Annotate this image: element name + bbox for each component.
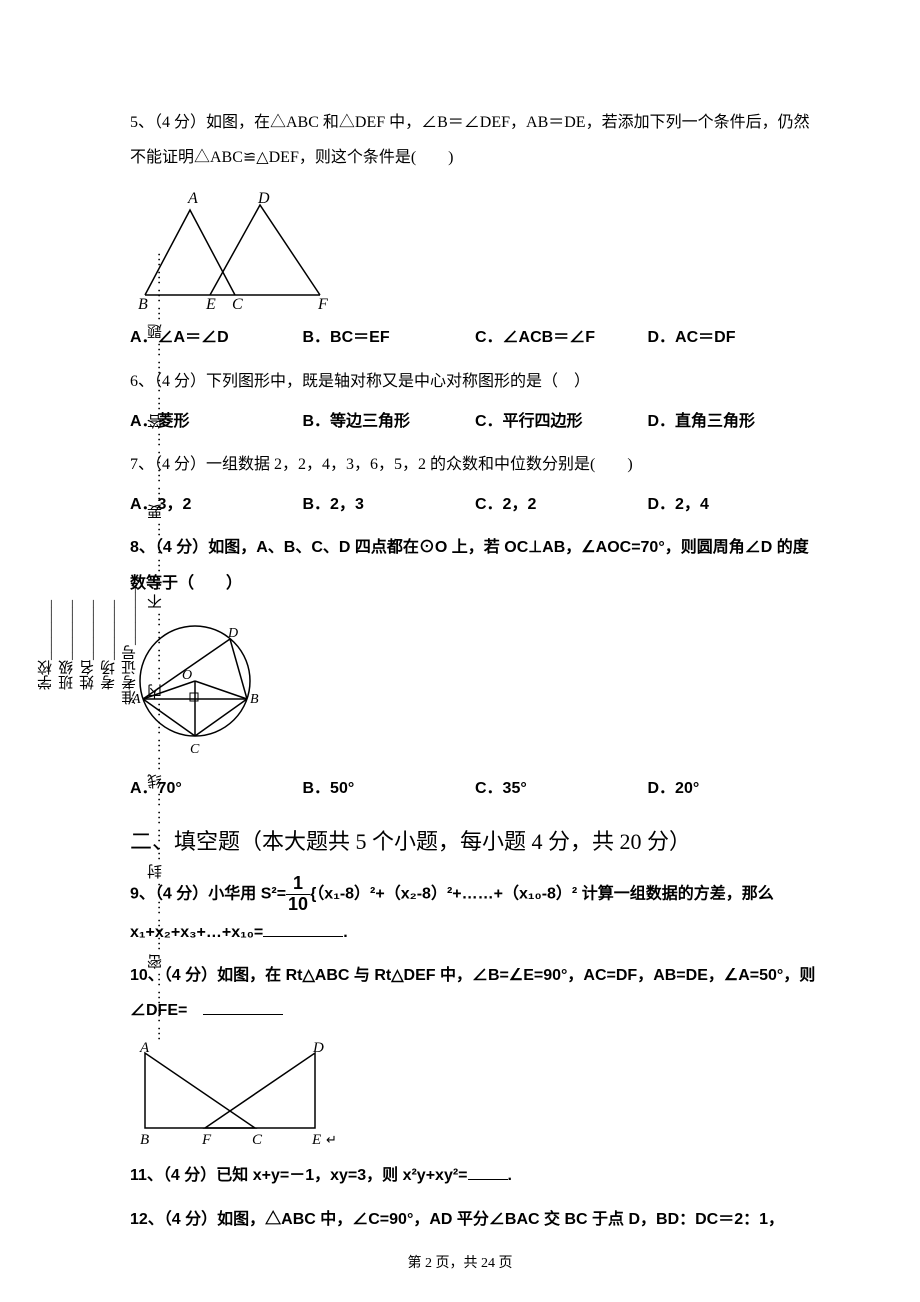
svg-text:B: B xyxy=(138,296,148,310)
section2-header: 二、填空题（本大题共 5 个小题，每小题 4 分，共 20 分） xyxy=(130,818,820,866)
q12-text: 12、（4 分）如图，△ABC 中，∠C=90°，AD 平分∠BAC 交 BC … xyxy=(130,1211,784,1228)
main-content: 5、（4 分）如图，在△ABC 和△DEF 中，∠B＝∠DEF，AB＝DE，若添… xyxy=(130,105,820,1245)
svg-text:D: D xyxy=(227,626,238,641)
q9-blank xyxy=(263,921,343,937)
q5-optB: B．BC＝EF xyxy=(303,320,476,355)
svg-text:O: O xyxy=(182,668,192,683)
q7-optD: D．2，4 xyxy=(648,487,821,522)
svg-text:B: B xyxy=(140,1132,149,1148)
svg-text:F: F xyxy=(201,1132,212,1148)
label-class: 班级________ xyxy=(56,600,77,690)
q7-options: A．3，2 B．2，3 C．2，2 D．2，4 xyxy=(130,487,820,522)
circle-figure-q8: D O A B C xyxy=(130,611,270,761)
q5-figure: A D B E C F xyxy=(130,185,820,310)
q8-options: A．70° B．50° C．35° D．20° xyxy=(130,771,820,806)
question-7: 7、（4 分）一组数据 2，2，4，3，6，5，2 的众数和中位数分别是( ) … xyxy=(130,447,820,522)
q8-text: 8、（4 分）如图，A、B、C、D 四点都在⊙O 上，若 OC⊥AB，∠AOC=… xyxy=(130,530,820,600)
label-room: 考场________ xyxy=(98,600,119,690)
q9-fraction: 110 xyxy=(286,874,310,915)
q5-optA: A．∠A＝∠D xyxy=(130,320,303,355)
svg-text:A: A xyxy=(131,692,141,707)
question-8: 8、（4 分）如图，A、B、C、D 四点都在⊙O 上，若 OC⊥AB，∠AOC=… xyxy=(130,530,820,806)
label-name: 姓名________ xyxy=(77,600,98,690)
q9-mid: {（x₁-8）²+（x₂-8）²+……+（x₁₀-8）² 计算一组数据的方差，那… xyxy=(310,886,774,903)
svg-text:F: F xyxy=(317,296,328,310)
label-school: 学校________ xyxy=(35,600,56,690)
q8-optA: A．70° xyxy=(130,771,303,806)
page-footer: 第 2 页，共 24 页 xyxy=(0,1252,920,1272)
q6-optC: C．平行四边形 xyxy=(475,404,648,439)
question-10: 10、（4 分）如图，在 Rt△ABC 与 Rt△DEF 中，∠B=∠E=90°… xyxy=(130,958,820,1148)
svg-text:D: D xyxy=(257,190,270,207)
q5-optD: D．AC＝DF xyxy=(648,320,821,355)
svg-text:D: D xyxy=(312,1040,324,1056)
triangle-figure-q5: A D B E C F xyxy=(130,185,330,310)
q5-options: A．∠A＝∠D B．BC＝EF C．∠ACB＝∠F D．AC＝DF xyxy=(130,320,820,355)
q5-text: 5、（4 分）如图，在△ABC 和△DEF 中，∠B＝∠DEF，AB＝DE，若添… xyxy=(130,105,820,175)
q9-prefix: 9、（4 分）小华用 S²= xyxy=(130,886,286,903)
q6-text: 6、（4 分）下列图形中，既是轴对称又是中心对称图形的是（ ） xyxy=(130,364,820,399)
q8-optD: D．20° xyxy=(648,771,821,806)
question-11: 11、（4 分）已知 x+y=－1，xy=3，则 x²y+xy²=. xyxy=(130,1158,820,1193)
q6-optD: D．直角三角形 xyxy=(648,404,821,439)
q10-figure: A D B F C E ↵ xyxy=(130,1038,820,1148)
question-5: 5、（4 分）如图，在△ABC 和△DEF 中，∠B＝∠DEF，AB＝DE，若添… xyxy=(130,105,820,356)
q7-optB: B．2，3 xyxy=(303,487,476,522)
q8-optB: B．50° xyxy=(303,771,476,806)
q7-optA: A．3，2 xyxy=(130,487,303,522)
question-6: 6、（4 分）下列图形中，既是轴对称又是中心对称图形的是（ ） A．菱形 B．等… xyxy=(130,364,820,439)
svg-text:A: A xyxy=(139,1040,150,1056)
q8-figure: D O A B C xyxy=(130,611,820,761)
svg-text:E: E xyxy=(311,1132,321,1148)
q6-optB: B．等边三角形 xyxy=(303,404,476,439)
q6-optA: A．菱形 xyxy=(130,404,303,439)
q9-suffix: x₁+x₂+x₃+…+x₁₀= xyxy=(130,924,263,941)
q7-text: 7、（4 分）一组数据 2，2，4，3，6，5，2 的众数和中位数分别是( ) xyxy=(130,447,820,482)
q6-options: A．菱形 B．等边三角形 C．平行四边形 D．直角三角形 xyxy=(130,404,820,439)
q11-pre: 11、（4 分）已知 x+y=－1，xy=3，则 x²y+xy²= xyxy=(130,1167,468,1184)
triangle-figure-q10: A D B F C E ↵ xyxy=(130,1038,350,1148)
svg-text:↵: ↵ xyxy=(326,1132,337,1147)
svg-text:C: C xyxy=(232,296,243,310)
svg-text:A: A xyxy=(187,190,198,207)
q8-optC: C．35° xyxy=(475,771,648,806)
svg-text:C: C xyxy=(190,742,200,757)
question-12: 12、（4 分）如图，△ABC 中，∠C=90°，AD 平分∠BAC 交 BC … xyxy=(130,1202,820,1237)
q11-post: . xyxy=(508,1167,512,1184)
svg-text:C: C xyxy=(252,1132,263,1148)
q9-end: . xyxy=(343,924,347,941)
sidebar-labels: 学校________ 班级________ 姓名________ 考场_____… xyxy=(35,120,140,1170)
question-9: 9、（4 分）小华用 S²=110{（x₁-8）²+（x₂-8）²+……+（x₁… xyxy=(130,874,820,950)
svg-text:E: E xyxy=(205,296,216,310)
svg-text:B: B xyxy=(250,692,259,707)
q7-optC: C．2，2 xyxy=(475,487,648,522)
q11-blank xyxy=(468,1164,508,1180)
q10-blank xyxy=(203,999,283,1015)
sidebar-binding-region: 学校________ 班级________ 姓名________ 考场_____… xyxy=(35,120,105,1170)
q5-optC: C．∠ACB＝∠F xyxy=(475,320,648,355)
